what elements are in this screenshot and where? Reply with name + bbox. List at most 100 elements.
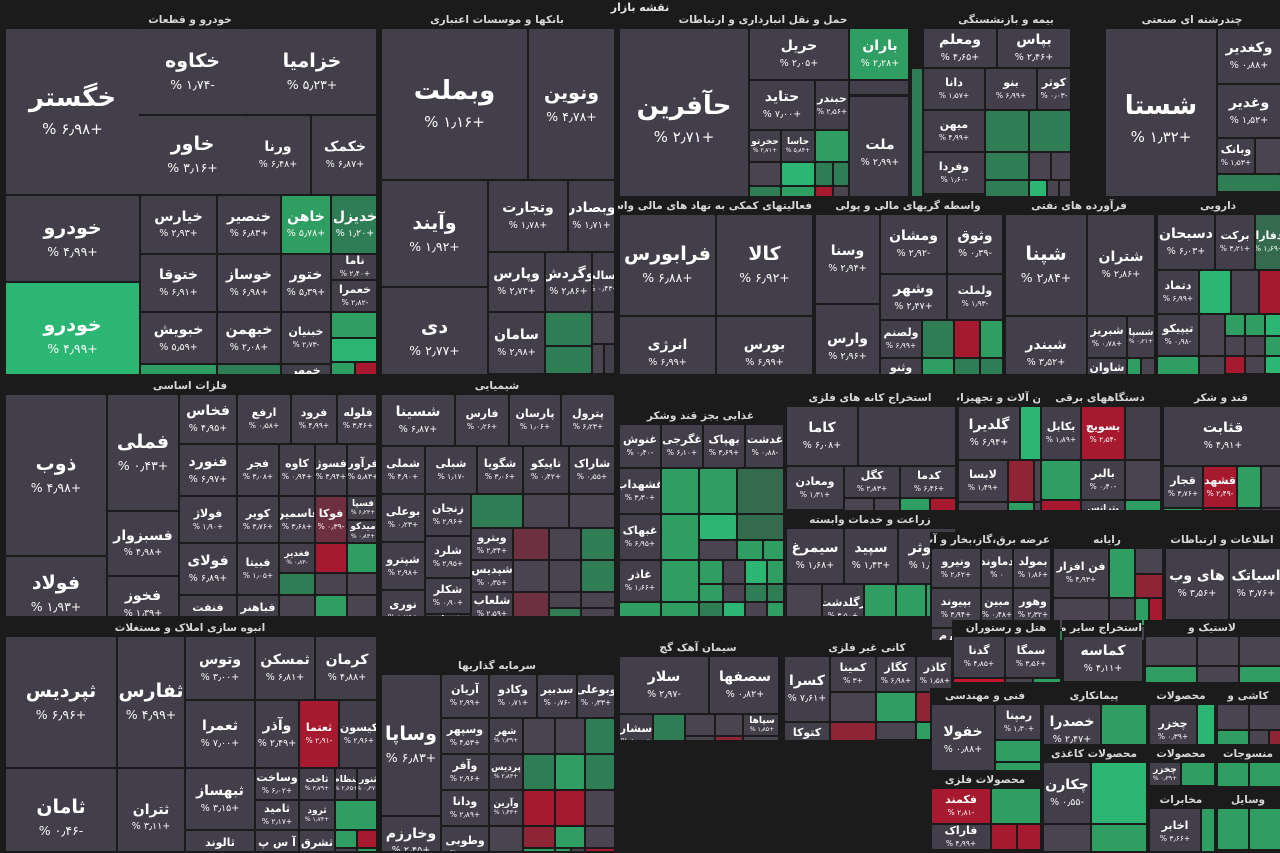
tile-پترول[interactable]: پترول +۶٫۲۳ % (562, 395, 614, 445)
tile-کماسه[interactable]: کماسه +۴٫۱۱ % (1064, 637, 1142, 681)
tile-filler[interactable] (986, 181, 1028, 196)
tile-وفردا[interactable]: وفردا -۱٫۶۰ % (924, 153, 984, 193)
tile-سپید[interactable]: سپید +۱٫۴۳ % (845, 529, 897, 583)
tile-filler[interactable] (582, 609, 614, 616)
tile-filler[interactable] (1126, 501, 1160, 510)
tile-filler[interactable] (556, 791, 584, 825)
tile-filler[interactable] (1218, 809, 1248, 849)
tile-filler[interactable] (546, 313, 591, 345)
tile-ونیرو[interactable]: ونیرو +۲٫۶۲ % (932, 549, 980, 587)
tile-فوکا[interactable]: فوکا -۰٫۳۹ % (316, 497, 346, 542)
tile-وساخت[interactable]: وساخت +۶٫۰۲ % (256, 769, 298, 799)
tile-ثعمرا[interactable]: ثعمرا +۷٫۰۰ % (186, 701, 254, 767)
tile-filler[interactable] (332, 339, 376, 361)
tile-حآفرین[interactable]: حآفرین +۲٫۷۱ % (620, 29, 748, 196)
tile-خمهر[interactable]: خمهر+۴٫۴۰ % (282, 365, 330, 374)
tile-شلعاب[interactable]: شلعاب +۲٫۵۹ % (472, 593, 512, 616)
tile-filler[interactable] (750, 163, 780, 185)
tile-filler[interactable] (556, 849, 570, 851)
tile-کاما[interactable]: کاما +۶٫۰۸ % (787, 407, 857, 465)
tile-filler[interactable] (700, 561, 722, 583)
tile-filler[interactable] (1250, 731, 1268, 744)
tile-رمپنا[interactable]: رمپنا +۱٫۳۰ % (996, 705, 1040, 739)
tile-filler[interactable] (1202, 809, 1214, 851)
tile-ثمسکن[interactable]: ثمسکن +۶٫۸۱ % (256, 637, 314, 699)
tile-filler[interactable] (1030, 111, 1070, 151)
tile-filler[interactable] (1250, 705, 1280, 729)
tile-filler[interactable] (1052, 153, 1070, 179)
tile-کاذر[interactable]: کاذر +۱٫۵۸ % (917, 657, 951, 691)
tile-filler[interactable] (1136, 575, 1162, 597)
tile-filler[interactable] (744, 737, 778, 740)
tile-filler[interactable] (782, 163, 814, 185)
tile-خکاوه[interactable]: خکاوه -۱٫۷۴ % (139, 29, 246, 114)
tile-بمولد[interactable]: بمولد +۱٫۸۶ % (1014, 549, 1050, 587)
tile-خنصیر[interactable]: خنصیر +۶٫۸۳ % (218, 196, 280, 253)
tile-filler[interactable] (1262, 509, 1280, 510)
tile-filler[interactable] (981, 359, 1002, 374)
tile-filler[interactable] (1128, 359, 1140, 374)
tile-filler[interactable] (316, 574, 346, 594)
tile-filler[interactable] (1126, 407, 1160, 459)
tile-حخرتو[interactable]: حخرتو +۲٫۷۱ % (750, 131, 780, 161)
tile-filler[interactable] (1060, 181, 1070, 196)
tile-filler[interactable] (1218, 763, 1248, 786)
tile-فن افزار[interactable]: فن افزار +۴٫۹۳ % (1054, 549, 1108, 597)
tile-filler[interactable] (1256, 139, 1280, 173)
tile-filler[interactable] (1044, 825, 1090, 851)
tile-filler[interactable] (586, 791, 614, 825)
tile-فولاد[interactable]: فولاد +۱٫۹۳ % (6, 557, 106, 616)
tile-filler[interactable] (981, 321, 1002, 357)
tile-filler[interactable] (514, 593, 548, 616)
tile-کتوکا[interactable]: کتوکا+۳٫۸۰ % (785, 723, 829, 740)
tile-filler[interactable] (316, 544, 346, 572)
tile-filler[interactable] (859, 407, 955, 465)
tile-فخوز[interactable]: فخوز +۱٫۳۹ % (108, 577, 178, 616)
tile-filler[interactable] (524, 827, 554, 847)
tile-filler[interactable] (1136, 549, 1162, 573)
tile-غاذر[interactable]: غاذر +۱٫۶۶ % (620, 561, 660, 601)
tile-دماوند[interactable]: دماوند ۰ % (982, 549, 1012, 587)
tile-خزامیا[interactable]: خزامیا +۵٫۲۳ % (246, 29, 376, 114)
tile-filler[interactable] (1240, 667, 1280, 682)
tile-filler[interactable] (620, 603, 660, 616)
tile-filler[interactable] (746, 561, 766, 583)
tile-filler[interactable] (845, 499, 873, 510)
tile-filler[interactable] (141, 365, 216, 374)
tile-filler[interactable] (336, 801, 376, 829)
tile-برکت[interactable]: برکت +۳٫۲۱ % (1216, 215, 1254, 269)
tile-filler[interactable] (959, 503, 1007, 510)
tile-شپدیس[interactable]: شپدیس +۰٫۳۵ % (472, 561, 512, 591)
tile-خودرو[interactable]: خودرو +۴٫۹۹ % (6, 283, 139, 374)
tile-filler[interactable] (218, 365, 280, 374)
tile-وبترو[interactable]: وبترو +۲٫۳۴ % (472, 529, 512, 559)
tile-filler[interactable] (336, 831, 356, 847)
tile-filler[interactable] (1102, 705, 1146, 744)
tile-حریل[interactable]: حریل +۲٫۰۵ % (750, 29, 848, 79)
tile-filler[interactable] (1246, 357, 1264, 373)
tile-filler[interactable] (901, 499, 929, 510)
tile-filler[interactable] (768, 585, 783, 601)
tile-ولصنم[interactable]: ولصنم +۶٫۹۹ % (881, 321, 921, 357)
tile-filler[interactable] (356, 363, 376, 374)
tile-دسبحان[interactable]: دسبحان +۶٫۰۳ % (1158, 215, 1214, 269)
tile-فاسمین[interactable]: فاسمین+۳٫۶۸ % (280, 497, 314, 542)
tile-filler[interactable] (1018, 825, 1040, 849)
tile-کگل[interactable]: کگل +۲٫۸۳ % (845, 467, 899, 497)
tile-filler[interactable] (1034, 679, 1060, 682)
tile-چخزر[interactable]: چخزر +۰٫۳۹ % (1150, 705, 1196, 744)
tile-filler[interactable] (764, 541, 783, 559)
tile-فارس[interactable]: فارس +۰٫۲۶ % (456, 395, 508, 445)
tile-خبهمن[interactable]: خبهمن +۲٫۰۸ % (218, 313, 280, 363)
tile-filler[interactable] (996, 741, 1040, 761)
tile-بالبر[interactable]: بالبر -۰٫۴۰ % (1082, 461, 1124, 499)
tile-filler[interactable] (1266, 357, 1280, 373)
tile-وکغدیر[interactable]: وکغدیر +۰٫۸۸ % (1218, 29, 1280, 83)
tile-خفولا[interactable]: خفولا +۰٫۸۸ % (932, 705, 994, 770)
tile-وطوبی[interactable]: وطوبی +۶٫۹۹ % (442, 827, 488, 851)
tile-زگلدشت[interactable]: زگلدشت +۳٫۵۰ % (823, 585, 863, 616)
tile-فبیتا[interactable]: فبیتا +۱٫۰۵ % (238, 544, 278, 594)
tile-کگاز[interactable]: کگاز +۶٫۹۸ % (877, 657, 915, 691)
tile-filler[interactable] (348, 574, 376, 594)
tile-filler[interactable] (986, 111, 1028, 151)
